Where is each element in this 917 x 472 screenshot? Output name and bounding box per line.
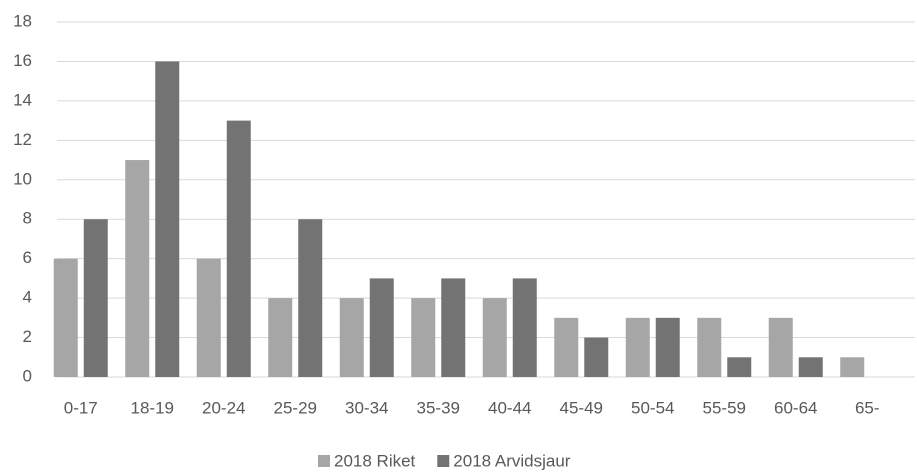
bar bbox=[369, 278, 394, 377]
bar bbox=[655, 317, 680, 377]
y-tick-label: 4 bbox=[23, 288, 32, 307]
bar bbox=[441, 278, 466, 377]
bar bbox=[155, 61, 180, 377]
x-tick-label: 25-29 bbox=[274, 398, 317, 417]
bar bbox=[125, 160, 150, 377]
bar bbox=[584, 337, 609, 377]
y-tick-label: 0 bbox=[23, 366, 32, 385]
bar bbox=[840, 357, 865, 377]
bar bbox=[411, 298, 436, 377]
x-tick-label: 45-49 bbox=[560, 398, 603, 417]
bar bbox=[768, 317, 793, 377]
x-tick-label: 40-44 bbox=[488, 398, 531, 417]
x-tick-label: 18-19 bbox=[131, 398, 174, 417]
x-tick-label: 55-59 bbox=[703, 398, 746, 417]
y-tick-label: 12 bbox=[13, 130, 32, 149]
bar bbox=[512, 278, 537, 377]
bar bbox=[727, 357, 752, 377]
y-tick-label: 14 bbox=[13, 90, 32, 109]
legend-label: 2018 Riket bbox=[334, 451, 416, 470]
y-tick-label: 6 bbox=[23, 248, 32, 267]
bar bbox=[268, 298, 293, 377]
x-tick-label: 0-17 bbox=[64, 398, 98, 417]
x-tick-label: 60-64 bbox=[774, 398, 817, 417]
bar bbox=[339, 298, 364, 377]
bar bbox=[554, 317, 579, 377]
x-tick-label: 65- bbox=[855, 398, 880, 417]
bar bbox=[196, 258, 221, 377]
x-tick-label: 50-54 bbox=[631, 398, 674, 417]
y-tick-label: 10 bbox=[13, 169, 32, 188]
x-tick-label: 20-24 bbox=[202, 398, 245, 417]
bar bbox=[53, 258, 78, 377]
bar bbox=[697, 317, 722, 377]
bar bbox=[298, 219, 323, 377]
y-tick-label: 18 bbox=[13, 11, 32, 30]
bar bbox=[625, 317, 650, 377]
x-tick-label: 35-39 bbox=[417, 398, 460, 417]
bar bbox=[798, 357, 823, 377]
x-tick-label: 30-34 bbox=[345, 398, 388, 417]
legend-label: 2018 Arvidsjaur bbox=[453, 451, 571, 470]
legend-swatch bbox=[437, 455, 450, 467]
bar bbox=[83, 219, 108, 377]
y-tick-label: 16 bbox=[13, 51, 32, 70]
bar bbox=[482, 298, 507, 377]
legend-swatch bbox=[318, 455, 330, 467]
y-tick-label: 8 bbox=[23, 209, 32, 228]
bar bbox=[226, 120, 251, 377]
y-tick-label: 2 bbox=[23, 327, 32, 346]
